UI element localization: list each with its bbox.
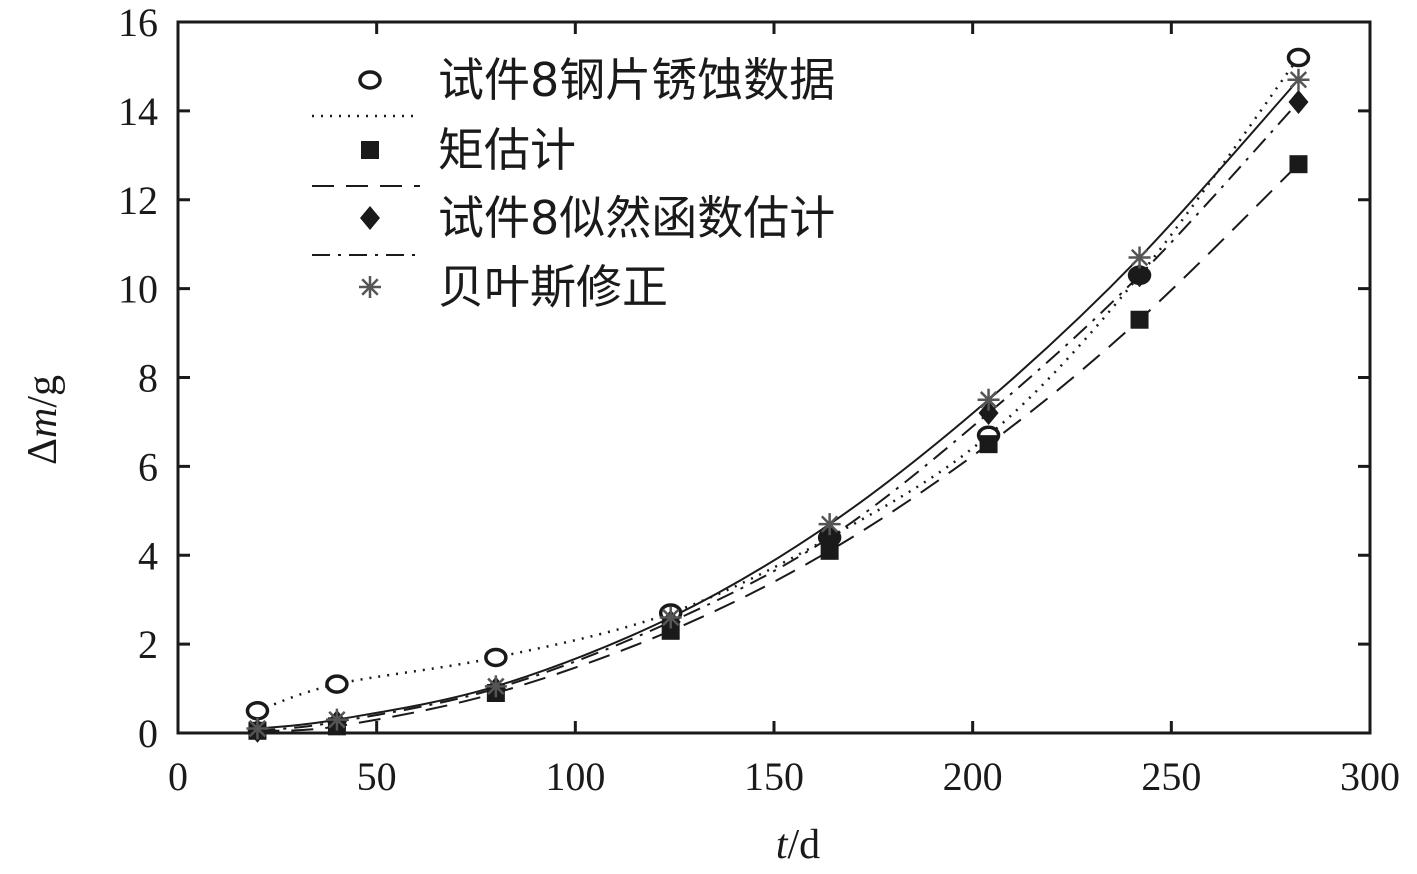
asterisk-stroke — [487, 677, 505, 696]
series-3-point — [978, 401, 999, 426]
y-tick-label: 8 — [138, 356, 158, 401]
asterisk-stroke — [328, 711, 346, 729]
asterisk-stroke — [820, 515, 839, 533]
legend-marker-3 — [360, 206, 380, 230]
legend-label-1: 试件8钢片锈蚀数据 — [438, 53, 835, 107]
series-2-point — [1130, 310, 1149, 329]
legend-marker-4 — [359, 276, 381, 298]
x-axis-label-unit: /d — [788, 822, 821, 868]
series-3-point — [1288, 89, 1309, 114]
x-axis-label-variable: t — [776, 822, 789, 868]
series-line-2 — [257, 163, 1300, 732]
series-1-point — [484, 647, 508, 668]
asterisk-stroke — [361, 278, 379, 296]
legend-label-2: 矩估计 — [438, 123, 576, 177]
y-tick-label: 16 — [118, 0, 158, 45]
series-4-point — [818, 513, 841, 536]
x-tick-label: 200 — [943, 754, 1003, 799]
series-2-point — [1289, 155, 1308, 174]
series-2-point — [820, 541, 839, 560]
series-line-4 — [257, 79, 1300, 730]
y-axis-label-prefix: Δ — [20, 438, 66, 465]
x-tick-label: 250 — [1141, 754, 1201, 799]
y-tick-label: 0 — [138, 711, 158, 756]
asterisk-stroke — [1289, 71, 1308, 89]
asterisk-stroke — [979, 391, 998, 409]
series-4-point — [325, 708, 348, 731]
axis-ticks: 0 50 100 150 200 250 300 0 2 4 6 8 10 12 14 16 — [118, 0, 1400, 799]
legend-marker-1 — [358, 70, 382, 90]
asterisk-stroke — [662, 608, 680, 627]
asterisk-stroke — [1130, 248, 1149, 267]
series-4-point — [1287, 68, 1310, 91]
y-axis-label: Δm/g — [20, 375, 66, 465]
series-2-point — [979, 435, 998, 454]
series-1-point — [245, 701, 270, 721]
plot-frame — [176, 20, 1372, 735]
y-tick-label: 2 — [138, 622, 158, 667]
series-3-point — [819, 525, 840, 550]
series-1-point — [1286, 47, 1311, 68]
x-axis-label: t/d — [776, 822, 820, 868]
legend-label-3: 试件8似然函数估计 — [438, 191, 835, 245]
y-axis-label-unit: /g — [20, 375, 66, 408]
series-1-point — [325, 674, 349, 694]
series-4-point — [484, 675, 507, 698]
legend-label-4: 贝叶斯修正 — [438, 260, 668, 314]
y-tick-label: 10 — [118, 267, 158, 312]
x-tick-label: 50 — [357, 754, 397, 799]
y-axis-label-variable: m — [20, 408, 66, 438]
x-tick-label: 0 — [168, 754, 188, 799]
series-4-point — [246, 717, 269, 740]
fit-curves — [257, 56, 1300, 732]
series-4-point — [977, 388, 1000, 411]
x-tick-label: 300 — [1340, 754, 1400, 799]
series-line-1 — [257, 56, 1300, 712]
y-tick-label: 14 — [118, 89, 158, 134]
series-4-point — [659, 606, 682, 629]
data-markers — [245, 47, 1311, 743]
legend-marker-2 — [361, 141, 379, 159]
x-tick-label: 150 — [744, 754, 804, 799]
y-tick-label: 12 — [118, 178, 158, 223]
y-tick-label: 6 — [138, 444, 158, 489]
y-tick-label: 4 — [138, 533, 158, 578]
series-4-point — [1128, 246, 1151, 269]
asterisk-stroke — [248, 719, 267, 738]
x-tick-label: 100 — [545, 754, 605, 799]
series-3-point — [1129, 263, 1150, 288]
